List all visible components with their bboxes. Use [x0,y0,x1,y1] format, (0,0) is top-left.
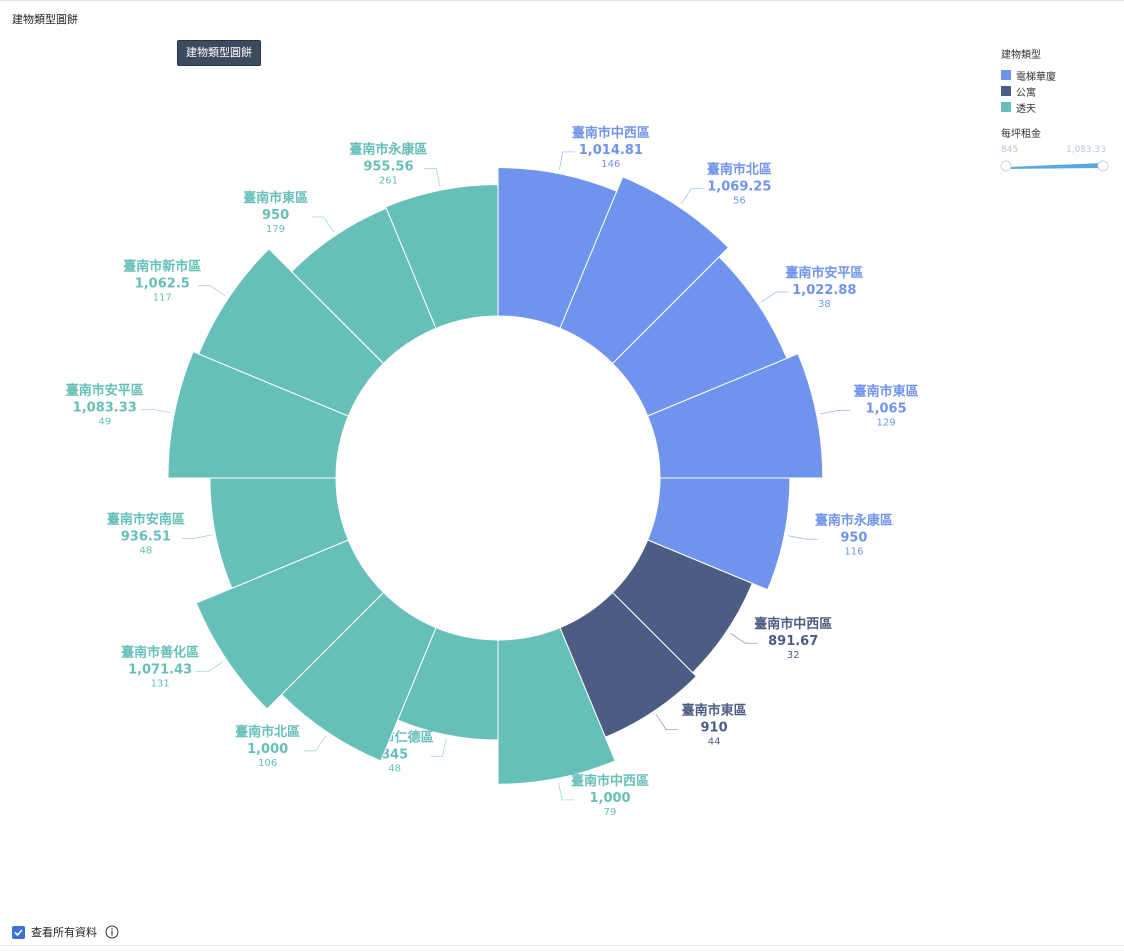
slice-value-label: 910 [701,721,728,736]
legend-title: 建物類型 [1001,50,1041,61]
slice-value-label: 1,083.33 [73,400,137,415]
slice-value-label: 1,000 [247,742,288,757]
legend-label: 電梯華廈 [1016,71,1056,83]
label-leader-line [559,151,575,170]
slice-value-label: 950 [840,530,867,545]
slice-name-label: 臺南市新市區 [123,259,201,275]
legend-swatch [1001,102,1011,112]
slice-name-label: 臺南市安平區 [66,382,144,398]
slice-count-label: 32 [787,650,800,661]
legend-item-elevator[interactable]: 電梯華廈 [1001,67,1056,83]
view-all-checkbox[interactable] [12,925,25,939]
slice-value-label: 1,062.5 [135,277,190,292]
label-leader-line [430,738,447,757]
slice-count-label: 179 [266,224,285,235]
slice-value-label: 1,014.81 [579,143,643,158]
slice-count-label: 56 [733,196,746,207]
rose-slice[interactable] [195,539,385,710]
slice-name-label: 臺南市東區 [854,383,919,399]
slice-count-label: 48 [139,545,152,556]
label-leader-line [820,409,851,415]
size-legend-max: 1,083.33 [1066,145,1107,155]
label-leader-line [196,661,224,673]
slice-count-label: 129 [877,417,896,428]
slice-count-label: 106 [258,758,277,769]
label-leader-line [303,735,326,752]
slice-value-label: 936.51 [121,529,171,544]
checkmark-icon [14,928,23,936]
legend-item-apartment[interactable]: 公寓 [1001,83,1056,99]
slice-name-label: 臺南市中西區 [571,773,649,789]
slice-name-label: 臺南市中西區 [754,616,832,632]
slider-handle-max[interactable] [1097,160,1109,172]
slice-count-label: 44 [708,737,721,748]
slice-count-label: 131 [151,679,170,690]
slice-name-label: 臺南市永康區 [349,142,427,158]
slice-count-label: 116 [844,546,863,557]
slice-count-label: 117 [153,293,172,304]
slice-count-label: 79 [604,807,617,818]
slice-name-label: 臺南市東區 [243,190,308,206]
label-leader-line [198,285,226,297]
slice-name-label: 臺南市北區 [707,162,772,178]
legend-swatch [1001,86,1011,96]
legend-swatch [1001,70,1011,80]
rose-slice[interactable] [559,176,730,365]
slice-value-label: 955.56 [363,160,413,175]
label-leader-line [424,168,441,187]
legend-label: 公寓 [1016,87,1036,99]
size-legend-title: 每坪租金 [1001,129,1041,140]
slice-count-label: 38 [818,299,831,310]
slice-value-label: 1,071.43 [128,663,192,678]
rose-slice[interactable] [385,183,499,329]
slice-name-label: 臺南市安平區 [785,265,863,281]
slice-value-label: 845 [381,748,408,763]
size-legend-min: 845 [1001,145,1019,155]
label-leader-line [655,714,679,730]
rose-slice[interactable] [197,248,385,417]
legend-label: 透天 [1016,103,1036,115]
size-legend-slider[interactable] [999,157,1111,173]
slice-value-label: 1,022.88 [792,283,856,298]
slice-count-label: 49 [98,416,111,427]
label-leader-line [311,216,334,233]
slice-name-label: 臺南市永康區 [815,512,893,528]
label-leader-line [730,632,758,644]
page-title: 建物類型圓餅 [12,13,78,26]
slice-value-label: 1,000 [589,791,630,806]
legend-item-townhouse[interactable]: 透天 [1001,99,1056,115]
rose-slice[interactable] [647,477,791,591]
slice-value-label: 891.67 [768,634,818,649]
footer: 查看所有資料 [12,924,119,940]
rose-slice[interactable] [647,353,824,479]
slice-value-label: 1,065 [866,401,907,416]
chart-title-button[interactable]: 建物類型圓餅 [177,40,261,66]
slice-count-label: 146 [601,159,620,170]
slice-name-label: 臺南市善化區 [121,645,199,661]
label-leader-line [558,782,575,801]
slice-name-label: 臺南市東區 [682,703,747,719]
bottom-divider [0,945,1124,946]
label-leader-line [681,188,704,204]
label-leader-line [140,408,171,414]
slice-count-label: 48 [388,764,401,775]
slice-name-label: 臺南市中西區 [572,125,650,141]
rose-slice[interactable] [497,627,616,785]
rose-slice[interactable] [167,351,349,479]
label-leader-line [761,291,789,303]
size-legend-ramp [1007,163,1103,169]
building-type-legend: 建物類型 電梯華廈 公寓 透天 [1001,46,1056,115]
slice-count-label: 261 [379,176,398,187]
label-leader-line [181,534,212,539]
slice-value-label: 1,069.25 [707,180,771,195]
top-divider [0,0,1124,1]
view-all-label[interactable]: 查看所有資料 [31,926,97,939]
info-icon[interactable] [105,925,119,939]
slice-name-label: 臺南市北區 [235,724,300,740]
slice-name-label: 臺南市安南區 [107,511,185,527]
label-leader-line [788,535,818,540]
slider-handle-min[interactable] [1000,160,1012,172]
slice-value-label: 950 [262,208,289,223]
